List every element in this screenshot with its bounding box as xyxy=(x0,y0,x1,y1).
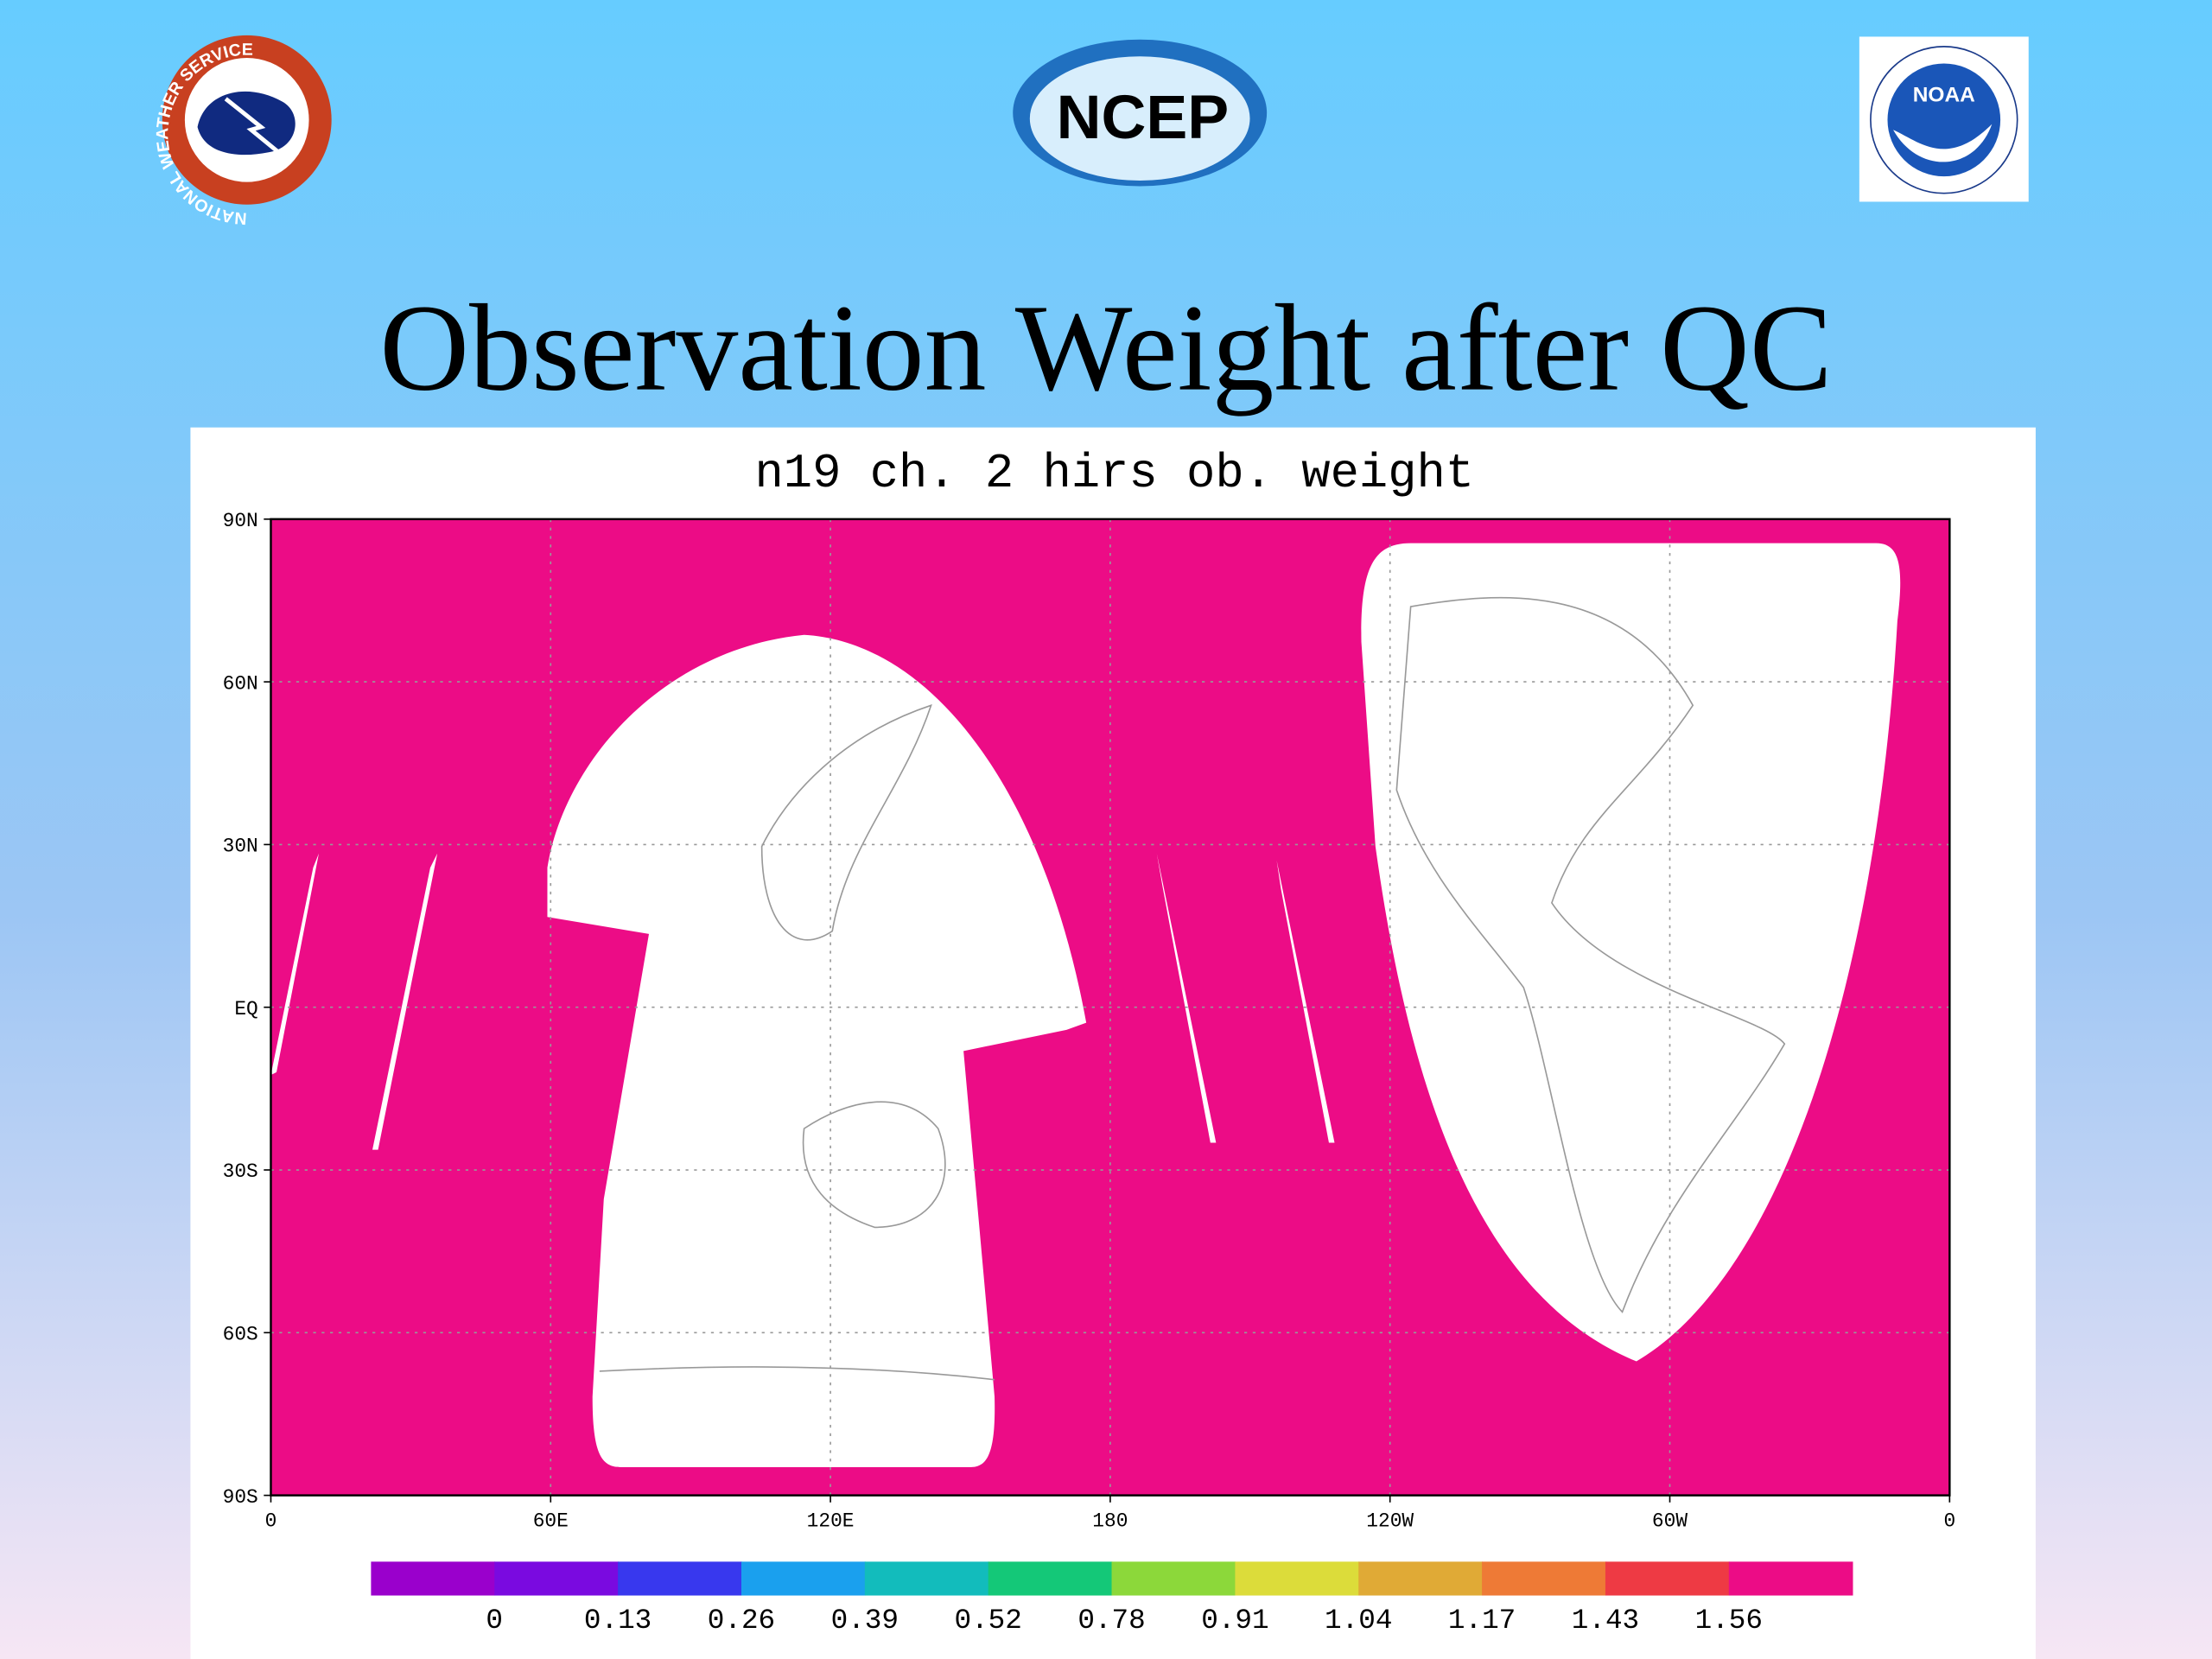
coastline xyxy=(599,1366,995,1381)
coastline xyxy=(802,1101,946,1229)
colorbar-label: 1.17 xyxy=(1448,1605,1516,1637)
slide-title: Observation Weight after QC xyxy=(379,280,1832,417)
colorbar-label: 1.04 xyxy=(1325,1605,1392,1637)
colorbar-label: 0.78 xyxy=(1077,1605,1145,1637)
logo-cloud xyxy=(197,91,296,156)
colorbar-box xyxy=(1605,1561,1730,1596)
colorbar-box xyxy=(1111,1561,1236,1596)
colorbar-label: 0.13 xyxy=(584,1605,652,1637)
chart-title: n19 ch. 2 hirs ob. weight xyxy=(754,447,1474,501)
x-tick-label: 0 xyxy=(1943,1510,1955,1533)
logo-globe-inner xyxy=(1029,56,1250,181)
colorbar-box xyxy=(864,1561,989,1596)
colorbar-box xyxy=(741,1561,866,1596)
logo-text: NOAA xyxy=(1913,84,1975,107)
x-tick-label: 60W xyxy=(1652,1510,1688,1533)
y-tick-label: 60N xyxy=(223,672,258,695)
colorbar-box xyxy=(1358,1561,1483,1596)
colorbar-box xyxy=(371,1561,496,1596)
colorbar-label: 0.26 xyxy=(708,1605,775,1637)
axes: 0 60E 120E 180 120W 60W 0 90S 60S 30S EQ 30N 60N 90N xyxy=(223,510,1956,1533)
colorbar-box xyxy=(1235,1561,1360,1596)
logo-bird xyxy=(1893,124,1993,162)
colorbar-label: 0.91 xyxy=(1201,1605,1268,1637)
colorbar-box xyxy=(988,1561,1113,1596)
x-tick-label: 120W xyxy=(1366,1510,1414,1533)
gap xyxy=(1276,860,1335,1143)
colorbar-label: 0.39 xyxy=(831,1605,899,1637)
y-tick-label: EQ xyxy=(234,998,257,1020)
gap xyxy=(547,634,1087,1467)
gap xyxy=(270,853,319,1076)
colorbar-box xyxy=(1728,1561,1853,1596)
ncep-logo: NCEP xyxy=(1013,39,1268,187)
gap xyxy=(1361,543,1901,1362)
colorbar-label: 0.52 xyxy=(954,1605,1021,1637)
colorbar-label: 1.56 xyxy=(1695,1605,1763,1637)
x-tick-label: 180 xyxy=(1092,1510,1128,1533)
colorbar-label: 1.43 xyxy=(1572,1605,1639,1637)
y-tick-label: 90S xyxy=(223,1486,258,1509)
colorbar-label: 0 xyxy=(486,1605,503,1637)
logo-bolt xyxy=(224,97,284,157)
colorbar: 0 0.13 0.26 0.39 0.52 0.78 0.91 1.04 1.17 1.43 1.5… xyxy=(371,1561,1853,1637)
y-tick-label: 90N xyxy=(223,510,258,532)
y-tick-label: 60S xyxy=(223,1323,258,1345)
coverage-gaps xyxy=(270,543,1901,1467)
coastline xyxy=(760,704,932,941)
noaa-logo: NOAA xyxy=(1859,36,2029,202)
coastline xyxy=(1395,596,1786,1313)
colorbar-box xyxy=(494,1561,619,1596)
x-tick-label: 0 xyxy=(265,1510,277,1533)
x-tick-label: 120E xyxy=(807,1510,855,1533)
y-tick-label: 30N xyxy=(223,836,258,858)
y-tick-label: 30S xyxy=(223,1160,258,1183)
x-tick-label: 60E xyxy=(533,1510,569,1533)
gap xyxy=(372,853,438,1150)
coastlines xyxy=(599,596,1786,1381)
colorbar-box xyxy=(1482,1561,1606,1596)
colorbar-box xyxy=(618,1561,742,1596)
logo-text: NCEP xyxy=(1057,83,1230,152)
